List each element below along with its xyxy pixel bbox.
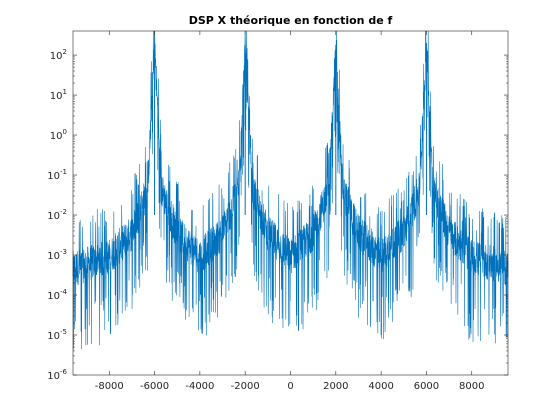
x-tick-label: -8000 [95, 381, 124, 392]
y-tick-label: 102 [50, 48, 67, 62]
x-tick-label: 8000 [459, 381, 484, 392]
y-tick-label: 10-3 [47, 248, 67, 262]
x-tick-label: 6000 [414, 381, 439, 392]
y-tick-label: 10-4 [47, 288, 67, 302]
y-tick-label: 10-6 [47, 368, 67, 382]
y-tick-label: 10-1 [47, 168, 67, 182]
x-tick-label: 2000 [323, 381, 348, 392]
x-axis: -8000 -6000 -4000 -2000 0 2000 4000 6000 8000 [95, 31, 484, 392]
y-tick-label: 100 [50, 128, 67, 142]
series-group [72, 30, 509, 350]
y-axis: 10-6 10-5 10-4 10-3 10-2 10-1 100 101 102 [47, 48, 508, 382]
x-tick-label: -2000 [231, 381, 260, 392]
plot-area: -8000 -6000 -4000 -2000 0 2000 4000 6000 8000 10… [47, 30, 509, 392]
x-tick-label: -6000 [140, 381, 169, 392]
y-tick-label: 10-2 [47, 208, 67, 222]
x-tick-label: -4000 [185, 381, 214, 392]
x-tick-label: 0 [287, 381, 293, 392]
y-tick-label: 10-5 [47, 328, 67, 342]
psd-series-line [72, 30, 509, 350]
chart-title: DSP X théorique en fonction de f [189, 14, 393, 27]
y-tick-label: 101 [50, 88, 67, 102]
x-tick-label: 4000 [368, 381, 393, 392]
